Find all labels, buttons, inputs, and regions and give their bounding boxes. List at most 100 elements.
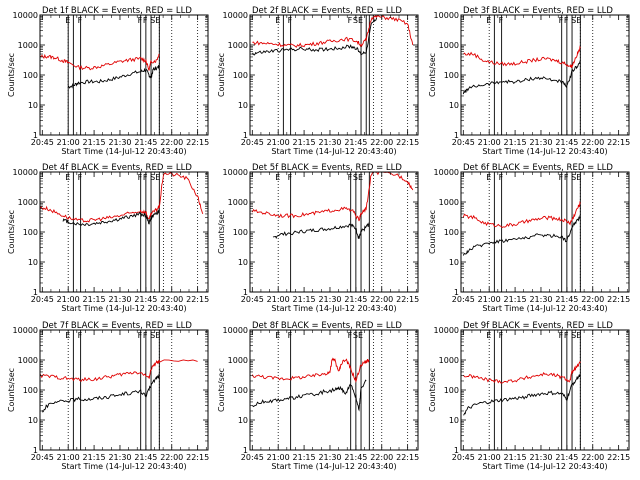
y-tick-label: 10000 xyxy=(13,326,38,335)
x-axis-label: Start Time (14-Jul-12 20:43:40) xyxy=(271,147,396,156)
flare-phase-marker: F xyxy=(78,16,83,25)
flare-phase-marker: E xyxy=(486,331,491,340)
flare-phase-marker: SE xyxy=(150,16,160,25)
flare-phase-marker: F xyxy=(288,16,293,25)
x-tick-label: 22:00 xyxy=(370,295,393,304)
lld-series-line xyxy=(462,200,581,229)
y-axis-label: Counts/sec xyxy=(7,210,16,254)
flare-phase-marker: F xyxy=(288,331,293,340)
x-tick-label: 22:00 xyxy=(581,295,604,304)
y-tick-label: 1 xyxy=(454,446,459,455)
flare-phase-marker: E xyxy=(275,331,280,340)
lld-series-line xyxy=(252,15,414,48)
x-tick-label: 21:15 xyxy=(504,138,527,147)
x-tick-label: 21:15 xyxy=(293,453,316,462)
y-tick-label: 100 xyxy=(233,386,248,395)
y-tick-label: 100 xyxy=(23,228,38,237)
x-tick-label: 22:15 xyxy=(396,295,419,304)
lld-series-line xyxy=(463,45,581,69)
plot-frame xyxy=(460,171,630,293)
flare-phase-marker: E xyxy=(486,16,491,25)
x-tick-label: 22:00 xyxy=(160,295,183,304)
flare-phase-marker: SE xyxy=(150,331,160,340)
y-axis-label: Counts/sec xyxy=(217,210,226,254)
x-tick-label: 21:00 xyxy=(57,138,80,147)
y-tick-label: 1000 xyxy=(439,41,459,50)
y-tick-label: 100 xyxy=(233,228,248,237)
panel-title: Det 2f BLACK = Events, RED = LLD xyxy=(252,6,402,16)
x-tick-label: 21:30 xyxy=(318,138,341,147)
flare-phase-marker: F xyxy=(78,173,83,182)
panel-title: Det 9f BLACK = Events, RED = LLD xyxy=(463,321,613,331)
flare-phase-marker: F xyxy=(143,173,148,182)
y-tick-label: 100 xyxy=(23,71,38,80)
x-tick-label: 20:45 xyxy=(31,138,54,147)
flare-phase-marker: SE xyxy=(571,16,581,25)
x-tick-label: 21:00 xyxy=(57,295,80,304)
events-series-line xyxy=(252,379,367,412)
y-tick-label: 1 xyxy=(454,131,459,140)
lld-series-line xyxy=(251,357,370,384)
y-tick-label: 100 xyxy=(444,386,459,395)
x-tick-label: 22:15 xyxy=(607,295,630,304)
flare-phase-marker: E xyxy=(275,173,280,182)
flare-phase-marker: F xyxy=(348,331,353,340)
y-axis-label: Counts/sec xyxy=(428,53,437,97)
y-tick-label: 1000 xyxy=(228,41,248,50)
y-tick-label: 1 xyxy=(243,131,248,140)
y-tick-label: 10 xyxy=(449,258,459,267)
y-tick-label: 10000 xyxy=(223,168,248,177)
x-tick-label: 21:45 xyxy=(555,295,578,304)
x-axis-label: Start Time (14-Jul-12 20:43:40) xyxy=(61,304,186,313)
x-tick-label: 21:45 xyxy=(134,295,157,304)
y-tick-label: 1000 xyxy=(18,198,38,207)
x-tick-label: 21:45 xyxy=(134,138,157,147)
flare-phase-marker: F xyxy=(138,331,143,340)
y-tick-label: 10000 xyxy=(223,11,248,20)
y-axis-label: Counts/sec xyxy=(428,368,437,412)
x-tick-label: 21:00 xyxy=(478,453,501,462)
events-series-line xyxy=(62,209,160,227)
x-tick-label: 22:00 xyxy=(581,138,604,147)
flare-phase-marker: E xyxy=(65,331,70,340)
y-tick-label: 1 xyxy=(243,446,248,455)
x-tick-label: 21:15 xyxy=(293,295,316,304)
y-axis-label: Counts/sec xyxy=(428,210,437,254)
x-tick-label: 22:00 xyxy=(370,138,393,147)
x-tick-label: 22:15 xyxy=(396,453,419,462)
flare-phase-marker: F xyxy=(559,173,564,182)
flare-phase-marker: F xyxy=(78,331,83,340)
x-tick-label: 21:30 xyxy=(108,453,131,462)
y-tick-label: 1000 xyxy=(18,41,38,50)
plot-frame xyxy=(39,171,209,293)
y-tick-label: 10000 xyxy=(434,168,459,177)
y-tick-label: 10 xyxy=(449,101,459,110)
x-tick-label: 21:00 xyxy=(267,138,290,147)
flare-phase-marker: SE xyxy=(571,173,581,182)
y-tick-label: 1000 xyxy=(439,198,459,207)
y-tick-label: 100 xyxy=(233,71,248,80)
y-tick-label: 10000 xyxy=(223,326,248,335)
y-tick-label: 10 xyxy=(28,101,38,110)
y-tick-label: 100 xyxy=(23,386,38,395)
y-axis-label: Counts/sec xyxy=(7,53,16,97)
y-tick-label: 10 xyxy=(28,258,38,267)
x-tick-label: 21:15 xyxy=(504,295,527,304)
x-tick-label: 21:30 xyxy=(529,138,552,147)
x-tick-label: 21:00 xyxy=(478,295,501,304)
y-tick-label: 10000 xyxy=(13,11,38,20)
x-tick-label: 22:15 xyxy=(607,453,630,462)
y-tick-label: 10 xyxy=(449,416,459,425)
x-tick-label: 20:45 xyxy=(241,453,264,462)
x-axis-label: Start Time (14-Jul-12 20:43:40) xyxy=(482,462,607,471)
events-series-line xyxy=(462,60,581,95)
y-axis-label: Counts/sec xyxy=(217,53,226,97)
x-tick-label: 22:15 xyxy=(186,138,209,147)
